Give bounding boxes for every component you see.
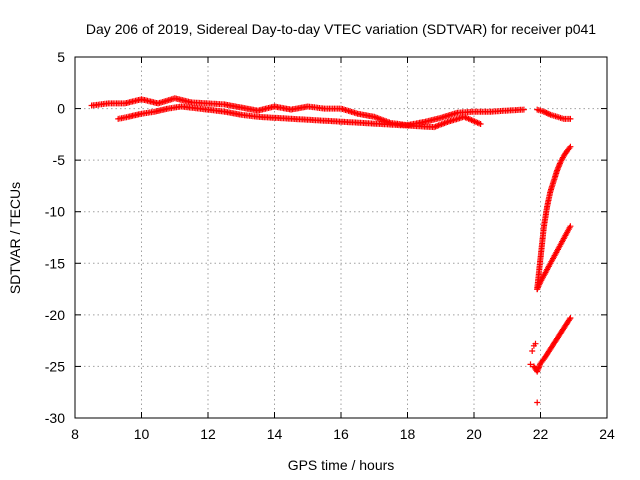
chart-title: Day 206 of 2019, Sidereal Day-to-day VTE… xyxy=(86,21,596,37)
data-point xyxy=(567,315,574,321)
x-tick-label: 10 xyxy=(134,426,150,442)
axis-ticks: 8 10 12 14 16 18 20 22 24 5 0 -5 -10 -15 -20 -25 -30 xyxy=(45,49,615,442)
x-tick-label: 22 xyxy=(533,426,549,442)
x-tick-label: 16 xyxy=(333,426,349,442)
x-tick-label: 18 xyxy=(400,426,416,442)
y-axis-label: SDTVAR / TECUs xyxy=(7,182,23,294)
x-tick-label: 20 xyxy=(466,426,482,442)
data-point xyxy=(567,223,574,230)
y-tick-label: -25 xyxy=(45,358,65,374)
data-point xyxy=(567,143,574,150)
x-tick-label: 8 xyxy=(71,426,79,442)
y-tick-label: 0 xyxy=(57,101,65,117)
data-point xyxy=(527,361,534,368)
data-point xyxy=(529,348,536,354)
y-tick-label: -15 xyxy=(45,255,65,271)
plot-frame xyxy=(74,56,608,419)
y-tick-label: -30 xyxy=(45,410,65,426)
y-tick-label: -10 xyxy=(45,204,65,220)
data-point xyxy=(567,115,574,122)
x-tick-label: 14 xyxy=(267,426,283,442)
y-tick-label: 5 xyxy=(57,49,65,65)
data-point xyxy=(532,340,539,347)
y-tick-label: -5 xyxy=(53,152,66,168)
data-point xyxy=(477,121,484,127)
x-tick-label: 12 xyxy=(200,426,216,442)
y-tick-label: -20 xyxy=(45,307,65,323)
data-point xyxy=(520,106,527,113)
data-point xyxy=(534,399,541,406)
data-points xyxy=(88,95,574,406)
x-tick-label: 24 xyxy=(599,426,615,442)
x-axis-label: GPS time / hours xyxy=(288,457,395,473)
data-point xyxy=(566,316,573,323)
